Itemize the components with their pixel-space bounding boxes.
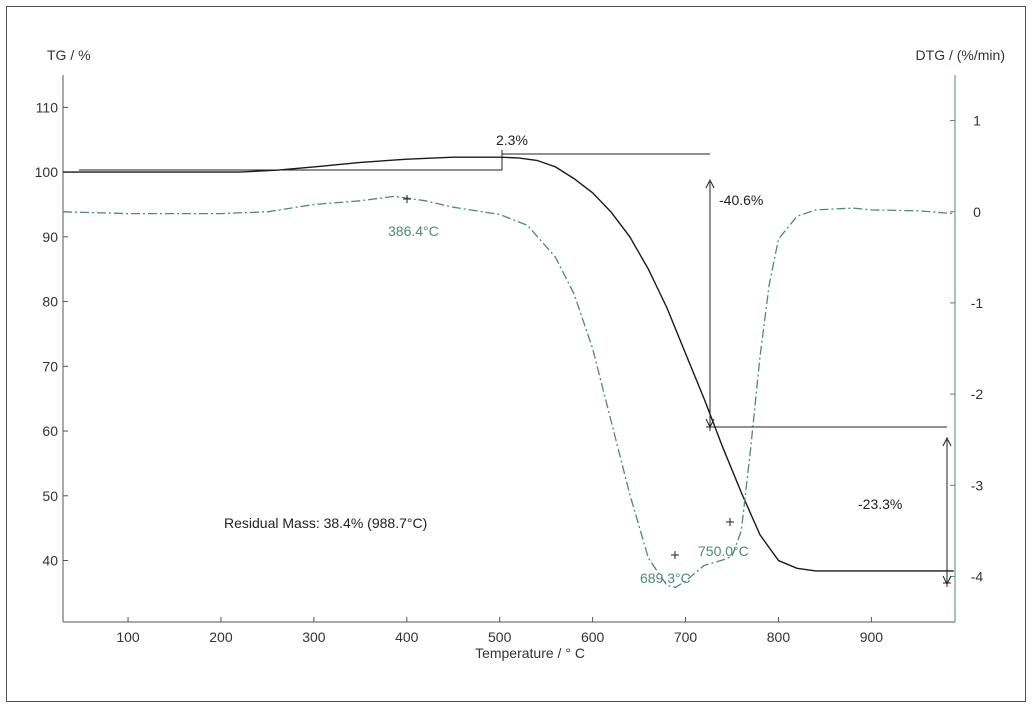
y-left-tick-label: 50 <box>42 488 58 504</box>
y-right-tick-label: 1 <box>973 113 981 129</box>
x-tick-label: 400 <box>395 629 419 645</box>
x-tick-label: 800 <box>767 629 791 645</box>
x-tick-label: 100 <box>116 629 140 645</box>
step1-arrow-head-top <box>705 178 715 189</box>
y-left-tick-label: 90 <box>42 229 58 245</box>
x-tick-label: 600 <box>581 629 605 645</box>
y-left-tick-label: 110 <box>36 99 59 115</box>
annotation-peak2: 689.3°C <box>640 570 691 586</box>
annotation-peak3: 750.0°C <box>698 543 749 559</box>
y-left-tick-label: 70 <box>42 358 58 374</box>
step2-arrow-head-top <box>942 436 952 447</box>
x-tick-label: 900 <box>860 629 884 645</box>
marker-crosses <box>403 195 951 587</box>
annotation-peak1: 386.4°C <box>388 223 439 239</box>
x-axis-label: Temperature / ° C <box>475 645 585 661</box>
chart-frame <box>6 6 1026 702</box>
y-left-tick-label: 80 <box>42 294 58 310</box>
y-right-ticks: -4 -3 -2 -1 0 1 <box>950 113 984 584</box>
y-right-axis-label: DTG / (%/min) <box>916 47 1005 63</box>
y-left-tick-label: 100 <box>35 164 59 180</box>
x-ticks: 100 200 300 400 500 600 700 800 900 <box>116 617 883 645</box>
dtg-series-line <box>62 195 954 589</box>
annotation-step2: -23.3% <box>858 496 902 512</box>
y-left-axis-label: TG / % <box>47 47 91 63</box>
y-left-tick-label: 60 <box>42 423 58 439</box>
y-left-ticks: 40 50 60 70 80 90 100 110 <box>35 99 68 569</box>
annotation-step-gain: 2.3% <box>496 132 528 148</box>
x-tick-label: 500 <box>488 629 512 645</box>
y-left-tick-label: 40 <box>42 553 58 569</box>
x-tick-label: 300 <box>302 629 326 645</box>
y-right-tick-label: 0 <box>973 204 981 220</box>
y-right-tick-label: -1 <box>971 295 984 311</box>
y-right-tick-label: -2 <box>971 386 984 402</box>
annotation-step1: -40.6% <box>719 192 763 208</box>
y-right-tick-label: -3 <box>971 477 984 493</box>
annotation-residual-mass: Residual Mass: 38.4% (988.7°C) <box>224 515 427 531</box>
y-right-tick-label: -4 <box>971 568 984 584</box>
x-tick-label: 200 <box>209 629 233 645</box>
tg-series-line <box>63 156 954 572</box>
x-tick-label: 700 <box>674 629 698 645</box>
